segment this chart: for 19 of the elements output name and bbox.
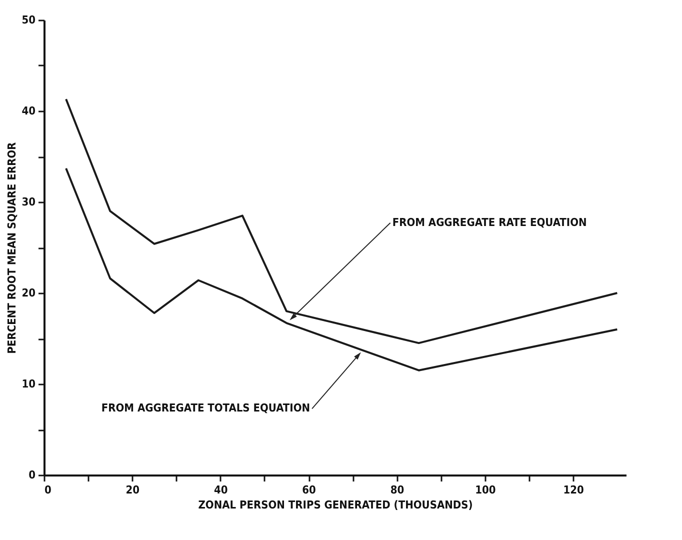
x-tick-label: 0 (44, 484, 52, 496)
line-series (65, 98, 618, 344)
y-tick-label: 30 (22, 196, 36, 208)
y-tick-label: 40 (22, 104, 36, 118)
x-tick-label: 60 (302, 484, 316, 496)
y-tick-label: 0 (28, 468, 36, 482)
annotation: FROM AGGREGATE RATE EQUATION (392, 216, 587, 229)
y-tick-label: 20 (22, 286, 36, 300)
x-tick-label: 40 (214, 484, 228, 496)
x-tick-label: 120 (563, 484, 584, 496)
x-tick-label: 20 (126, 484, 140, 496)
line-series (65, 167, 618, 372)
x-tick-label: 100 (475, 484, 496, 496)
x-tick-label: 80 (390, 484, 404, 496)
y-tick-label: 50 (22, 14, 36, 26)
y-axis-title: PERCENT ROOT MEAN SQUARE ERROR (6, 142, 19, 354)
x-axis-title: ZONAL PERSON TRIPS GENERATED (THOUSANDS) (198, 498, 473, 512)
annotation: FROM AGGREGATE TOTALS EQUATION (101, 402, 310, 415)
y-tick-label: 10 (22, 378, 36, 390)
